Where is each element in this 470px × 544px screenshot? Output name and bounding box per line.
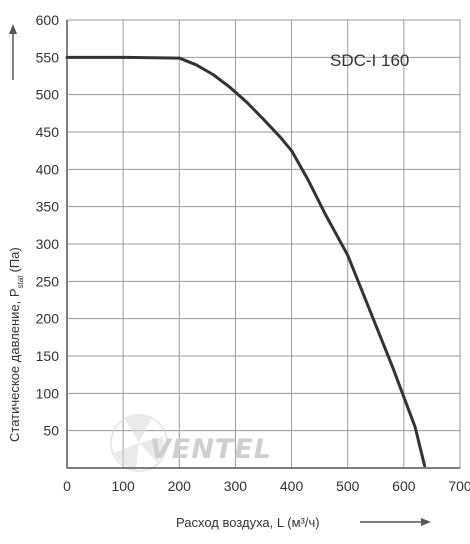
axes: [66, 20, 460, 469]
x-tick-label: 700: [448, 478, 470, 494]
series-layer: [65, 55, 427, 468]
y-tick-label: 200: [36, 311, 60, 327]
x-tick-label: 0: [63, 478, 71, 494]
x-tick-label: 500: [336, 478, 360, 494]
y-axis-title-main: Статическое давление, P: [7, 288, 22, 442]
y-tick-label: 50: [43, 423, 59, 439]
tick-labels: 0 100 200 300 400 500 600 700 50 100 150 200 250 300 3…: [36, 12, 470, 494]
y-tick-label: 150: [36, 348, 60, 364]
y-axis-title: Статическое давление, Pstat (Па): [7, 247, 25, 442]
x-tick-label: 300: [224, 478, 248, 494]
y-tick-label: 250: [36, 273, 60, 289]
series-line-sdc-i-160: [65, 55, 427, 468]
y-axis-arrow-icon: [9, 24, 17, 80]
y-tick-label: 350: [36, 199, 60, 215]
series-label-sdc-i-160: SDC-I 160: [330, 51, 409, 70]
y-tick-label: 450: [36, 124, 60, 140]
ventel-watermark: VENTEL: [110, 414, 272, 472]
y-tick-label: 500: [36, 87, 60, 103]
fan-logo-icon: [110, 414, 168, 472]
y-tick-label: 600: [36, 12, 60, 28]
x-axis-arrow-icon: [360, 518, 431, 526]
y-axis-title-subscript: stat: [16, 275, 25, 289]
x-tick-label: 400: [280, 478, 304, 494]
y-axis-title-unit: (Па): [7, 247, 22, 272]
x-tick-label: 200: [168, 478, 192, 494]
y-tick-label: 550: [36, 49, 60, 65]
logo-text: VENTEL: [150, 434, 272, 465]
y-tick-label: 100: [36, 385, 60, 401]
y-tick-label: 300: [36, 236, 60, 252]
grid: [67, 19, 461, 468]
x-tick-label: 100: [111, 478, 135, 494]
x-axis-title: Расход воздуха, L (м³/ч): [176, 515, 320, 530]
y-tick-label: 400: [36, 161, 60, 177]
x-tick-label: 600: [392, 478, 416, 494]
